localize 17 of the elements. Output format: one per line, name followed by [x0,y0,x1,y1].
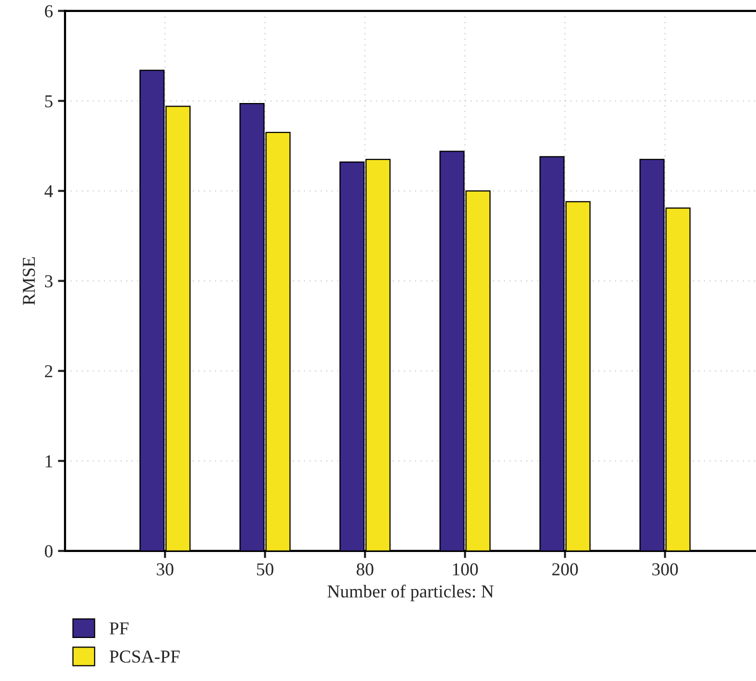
y-tick-label: 0 [44,545,53,558]
y-tick-label: 2 [44,365,52,378]
x-tick-label: 30 [156,563,174,576]
x-tick-label: 200 [552,563,578,576]
y-tick-label: 5 [45,95,53,108]
x-tick-label: 100 [453,563,478,576]
x-axis-title: Number of particles: N [328,584,494,602]
legend-label: PCSA-PF [110,650,180,663]
y-tick-label: 4 [44,185,53,198]
legend-label: PF [110,622,128,634]
y-tick-label: 1 [46,455,52,468]
y-axis-title: RMSE [22,257,35,305]
y-tick-label: 6 [44,5,53,18]
y-tick-label: 3 [45,275,53,288]
x-tick-label: 50 [257,563,274,576]
x-tick-label: 80 [356,563,374,576]
x-tick-label: 300 [652,563,678,576]
